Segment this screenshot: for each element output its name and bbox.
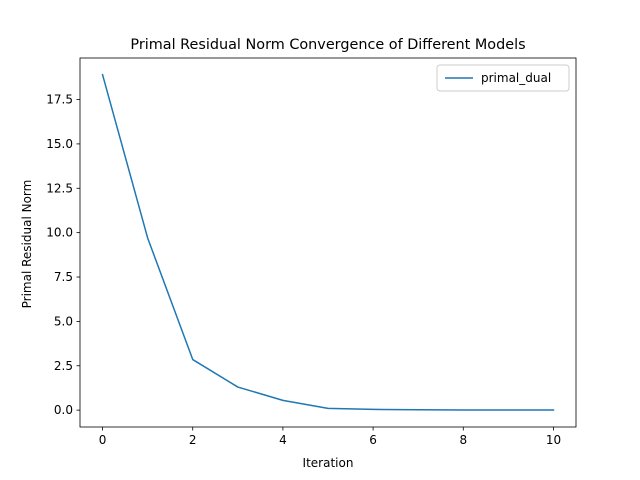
data-point xyxy=(101,73,103,75)
y-axis-ticks: 0.0 2.5 5.0 7.5 10.0 12.5 15.0 17.5 xyxy=(46,93,80,417)
y-tick-label: 10.0 xyxy=(46,226,73,240)
data-point xyxy=(327,407,329,409)
x-tick-label: 0 xyxy=(99,433,107,447)
data-point xyxy=(146,237,148,239)
data-point xyxy=(192,358,194,360)
data-point xyxy=(282,399,284,401)
data-point xyxy=(552,409,554,411)
axes-frame xyxy=(79,57,577,428)
data-point xyxy=(372,408,374,410)
y-tick-label: 15.0 xyxy=(46,137,73,151)
data-point xyxy=(237,386,239,388)
y-tick-label: 5.0 xyxy=(54,314,73,328)
plot-area xyxy=(101,73,555,411)
legend-label: primal_dual xyxy=(481,71,551,85)
data-point xyxy=(417,409,419,411)
chart-title: Primal Residual Norm Convergence of Diff… xyxy=(130,37,525,53)
legend: primal_dual xyxy=(436,64,570,92)
data-point xyxy=(507,409,509,411)
y-tick-label: 17.5 xyxy=(46,93,73,107)
y-tick-label: 7.5 xyxy=(54,270,73,284)
x-tick-label: 10 xyxy=(546,433,561,447)
series-line-primal_dual xyxy=(101,73,555,411)
x-tick-label: 6 xyxy=(369,433,377,447)
x-tick-label: 2 xyxy=(189,433,197,447)
x-tick-label: 4 xyxy=(279,433,287,447)
y-tick-label: 2.5 xyxy=(54,359,73,373)
x-tick-label: 8 xyxy=(459,433,467,447)
legend-box xyxy=(436,64,570,92)
x-axis-label: Iteration xyxy=(303,456,354,470)
y-tick-label: 0.0 xyxy=(54,403,73,417)
x-axis-ticks: 0 2 4 6 8 10 xyxy=(99,427,561,447)
data-point xyxy=(462,409,464,411)
y-axis-label: Primal Residual Norm xyxy=(20,180,34,309)
y-tick-label: 12.5 xyxy=(46,181,73,195)
